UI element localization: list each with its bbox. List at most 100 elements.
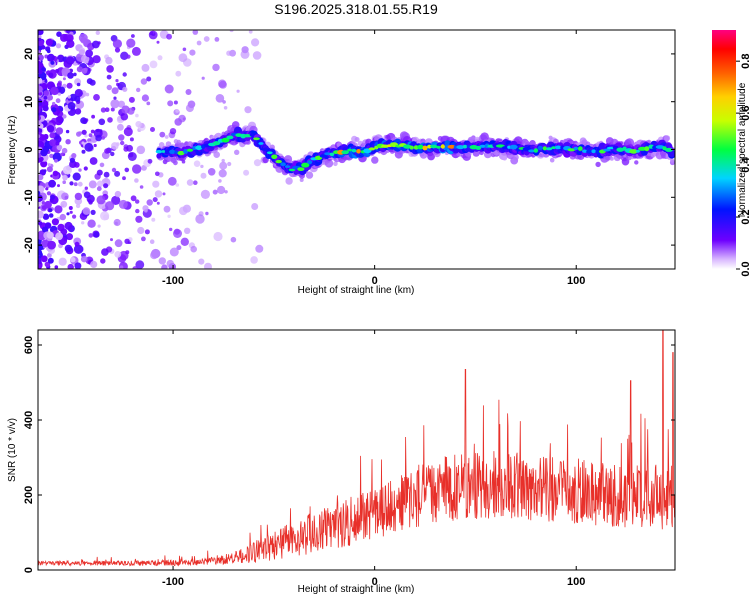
ridge-core <box>297 167 305 172</box>
noise-blob <box>180 237 189 246</box>
ridge-halo <box>305 171 314 179</box>
ridge-core <box>319 154 327 158</box>
ridge-core <box>616 147 624 152</box>
ridge-core <box>341 150 350 155</box>
ridge-halo <box>670 158 675 163</box>
y-tick-label: -10 <box>23 189 35 205</box>
noise-blob <box>62 174 68 181</box>
noise-blob <box>46 125 55 133</box>
noise-blob <box>73 182 78 187</box>
noise-blob <box>100 211 110 221</box>
noise-blob <box>243 169 250 176</box>
ridge-core <box>226 135 234 140</box>
noise-blob <box>173 229 182 238</box>
noise-blob <box>74 262 82 269</box>
noise-blob <box>61 147 68 154</box>
page-title: S196.2025.318.01.55.R19 <box>274 1 438 17</box>
noise-blob <box>185 89 192 95</box>
noise-blob <box>38 37 42 42</box>
noise-blob <box>51 218 60 226</box>
ridge-core <box>169 149 176 154</box>
noise-blob <box>74 108 82 115</box>
noise-blob <box>110 238 113 242</box>
noise-blob <box>100 107 106 113</box>
noise-blob <box>125 250 130 255</box>
noise-blob <box>142 205 149 212</box>
ridge-core <box>577 146 583 151</box>
noise-blob <box>65 56 75 65</box>
ridge-core <box>417 144 424 150</box>
noise-blob <box>118 199 128 209</box>
noise-blob <box>74 89 83 98</box>
noise-blob <box>218 179 222 183</box>
noise-blob <box>135 113 139 118</box>
noise-blob <box>193 160 201 167</box>
noise-blob <box>215 94 225 103</box>
noise-blob <box>50 194 56 200</box>
ridge-halo <box>176 139 181 145</box>
noise-blob <box>55 98 61 104</box>
noise-blob <box>54 265 59 269</box>
noise-blob <box>52 101 56 106</box>
noise-blob <box>251 203 259 210</box>
noise-blob <box>146 76 152 82</box>
noise-blob <box>115 79 119 83</box>
ridge-core <box>635 149 640 153</box>
noise-blob <box>167 176 177 186</box>
noise-blob <box>86 78 93 85</box>
noise-blob <box>48 179 56 188</box>
noise-blob <box>114 251 122 258</box>
ridge-halo <box>285 177 293 185</box>
noise-blob <box>88 233 94 238</box>
ridge-core <box>655 145 665 149</box>
noise-blob <box>196 40 202 46</box>
ridge-core <box>368 147 376 151</box>
noise-blob <box>127 152 137 161</box>
noise-blob <box>48 208 53 213</box>
noise-blob <box>41 67 46 72</box>
noise-blob <box>60 200 68 208</box>
y-tick-label: 200 <box>23 486 35 504</box>
x-tick-label: -100 <box>162 576 184 588</box>
noise-blob <box>123 127 133 137</box>
ridge-halo <box>324 159 334 168</box>
ridge-core <box>161 150 166 153</box>
ridge-core <box>351 149 357 153</box>
y-tick-label: -20 <box>23 237 35 253</box>
noise-blob <box>201 76 205 80</box>
ridge-core <box>573 146 579 151</box>
noise-blob <box>135 215 143 223</box>
noise-blob <box>169 247 179 257</box>
noise-blob <box>166 259 175 268</box>
noise-blob <box>38 249 43 256</box>
noise-blob <box>111 167 117 173</box>
ridge-core <box>258 142 264 145</box>
noise-blob <box>49 153 54 159</box>
noise-blob <box>73 244 84 254</box>
noise-blob <box>156 40 160 44</box>
ridge-halo <box>371 156 379 164</box>
noise-blob <box>76 82 81 87</box>
spectrogram-xlabel: Height of straight line (km) <box>298 285 415 296</box>
noise-blob <box>137 226 145 235</box>
noise-blob <box>55 141 60 146</box>
x-tick-label: 100 <box>567 275 585 287</box>
noise-blob <box>90 260 98 268</box>
noise-blob <box>41 82 48 90</box>
ridge-core <box>212 141 221 146</box>
noise-blob <box>57 184 60 188</box>
noise-blob <box>38 60 42 69</box>
noise-blob <box>50 86 59 96</box>
noise-blob <box>104 148 110 154</box>
ridge-core <box>307 160 313 165</box>
noise-blob <box>175 183 180 187</box>
noise-blob <box>72 214 77 219</box>
noise-blob <box>85 92 90 97</box>
noise-blob <box>151 217 156 222</box>
ridge-core <box>177 150 185 156</box>
noise-blob <box>60 152 64 157</box>
snr-axes: -100 0 100 0 200 400 600 <box>23 330 675 588</box>
ridge-halo <box>512 154 519 161</box>
noise-blob <box>136 145 146 155</box>
